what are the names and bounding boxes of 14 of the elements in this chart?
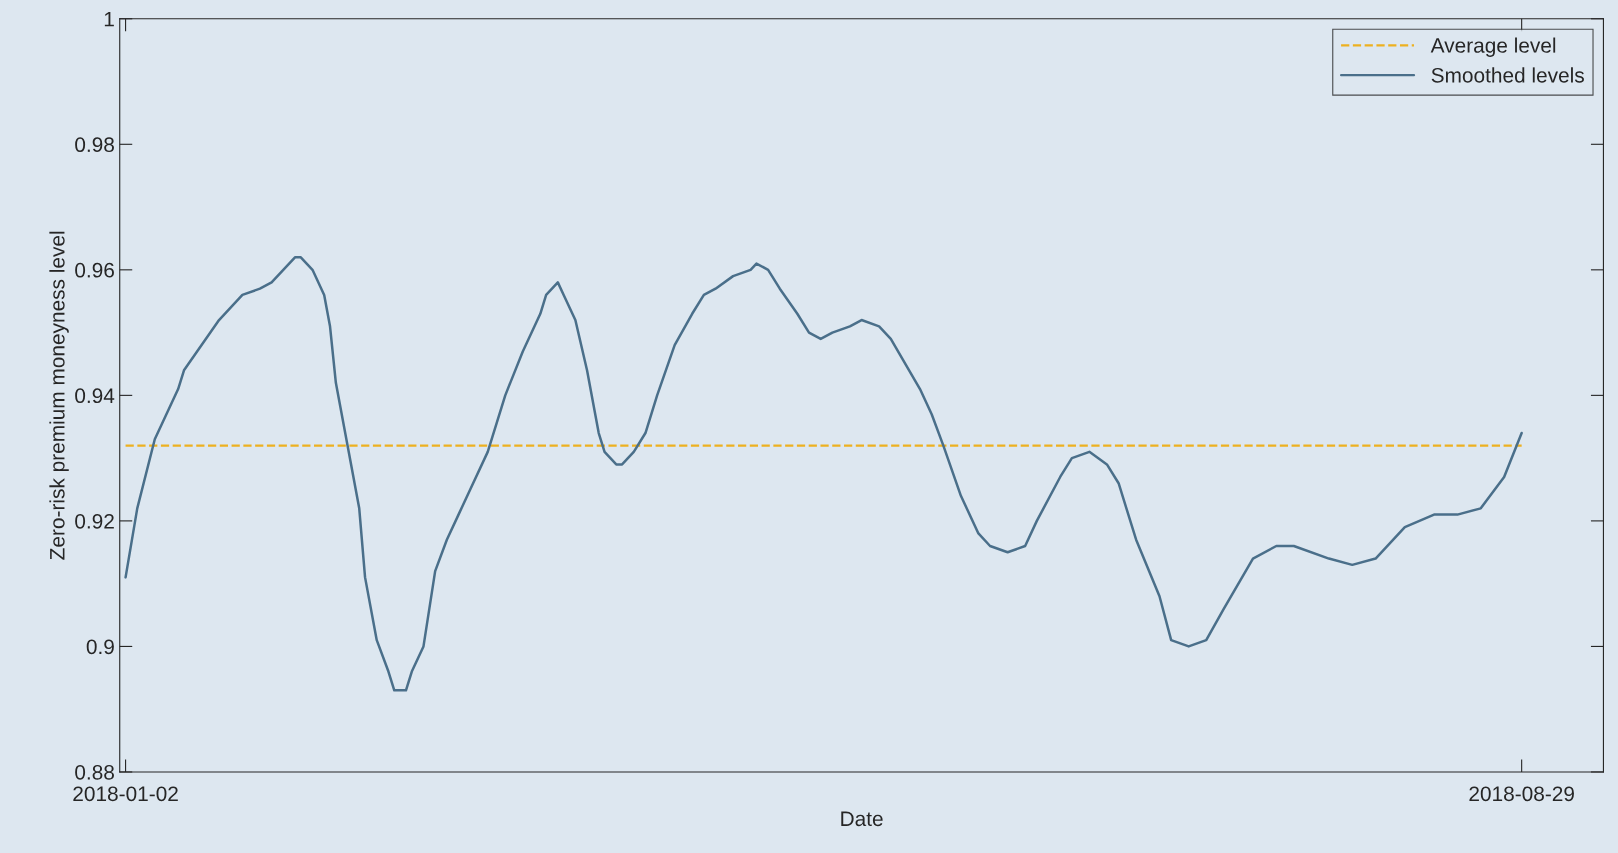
line-series	[124, 256, 1523, 692]
x-axis-title: Date	[841, 811, 883, 827]
y-tick-label: 1	[104, 11, 114, 27]
legend-label: Average level	[1430, 37, 1556, 57]
y-tick-label: 0.88	[75, 764, 114, 780]
x-tick-label: 2018-01-02	[73, 786, 178, 802]
y-tick-label: 0.92	[75, 513, 114, 529]
y-tick-label: 0.98	[75, 137, 114, 153]
x-tick-label: 2018-08-29	[1469, 786, 1574, 802]
legend-label: Smoothed levels	[1431, 67, 1584, 83]
y-tick-label: 0.94	[75, 388, 115, 404]
y-axis-title: Zero-risk premium moneyness level	[49, 231, 69, 560]
y-tick-label: 0.9	[86, 639, 114, 655]
y-tick-label: 0.96	[75, 262, 114, 278]
